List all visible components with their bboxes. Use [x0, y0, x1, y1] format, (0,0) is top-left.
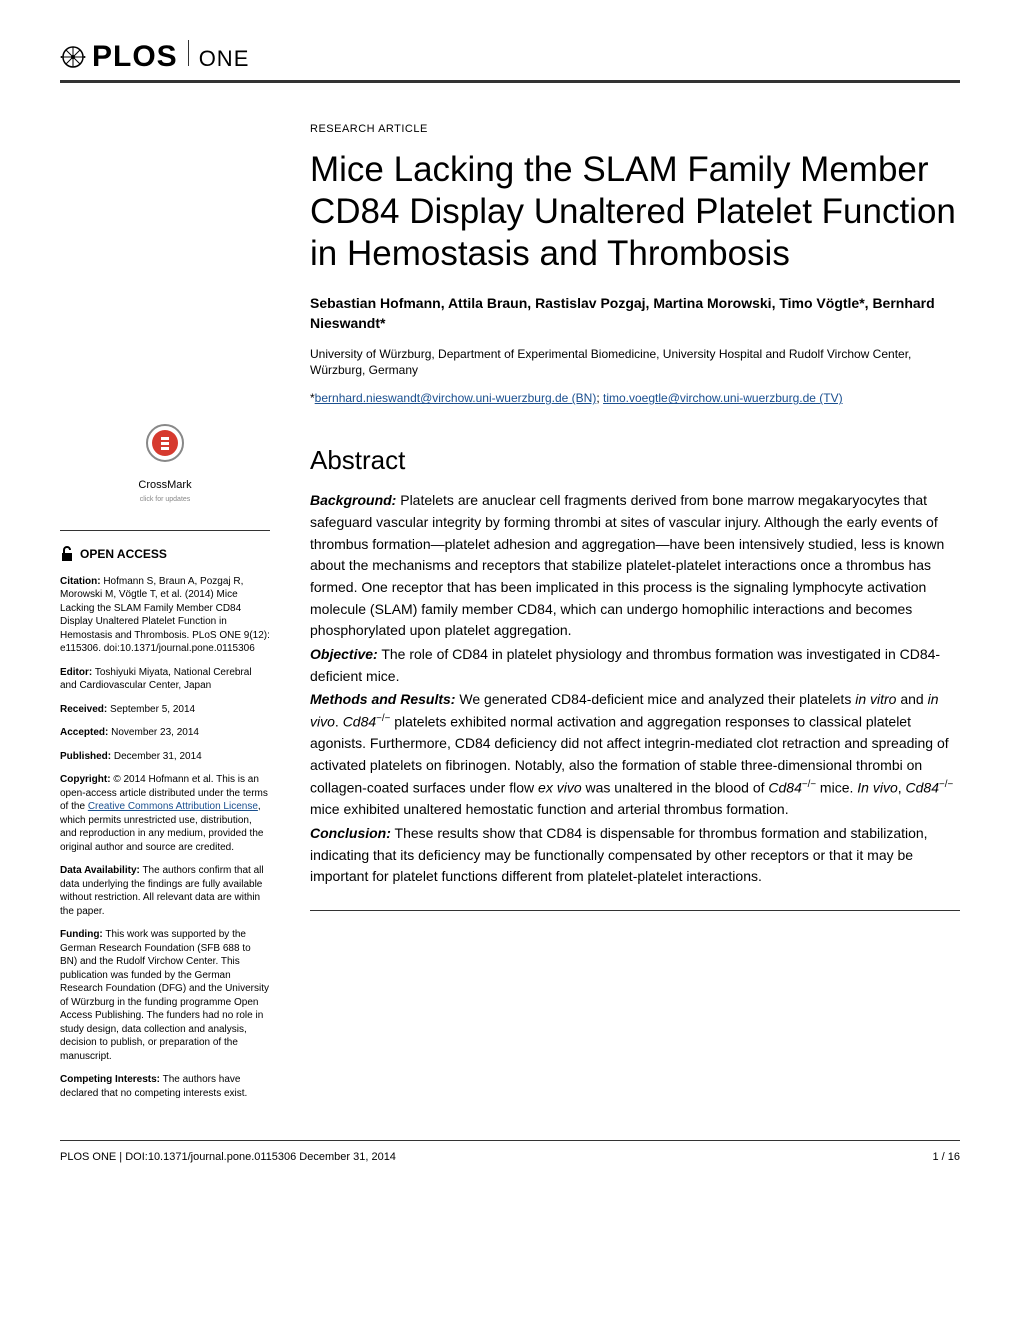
open-access-badge: OPEN ACCESS [60, 545, 270, 563]
funding-block: Funding: This work was supported by the … [60, 928, 270, 1063]
email-link-1[interactable]: bernhard.nieswandt@virchow.uni-wuerzburg… [315, 391, 597, 405]
methods-cd84-1: Cd84 [343, 714, 376, 730]
received-block: Received: September 5, 2014 [60, 703, 270, 717]
data-label: Data Availability: [60, 865, 140, 876]
footer-right: 1 / 16 [932, 1151, 960, 1163]
content-columns: CrossMark click for updates OPEN ACCESS … [60, 123, 960, 1110]
competing-label: Competing Interests: [60, 1074, 160, 1085]
methods-period: . [335, 714, 343, 730]
methods-post3: mice. [816, 779, 857, 795]
email-link-2[interactable]: timo.voegtle@virchow.uni-wuerzburg.de (T… [603, 391, 843, 405]
funding-text: This work was supported by the German Re… [60, 929, 269, 1062]
methods-pre: We generated CD84-deficient mice and ana… [455, 691, 855, 707]
abstract-conclusion: Conclusion: These results show that CD84… [310, 823, 960, 888]
one-word: ONE [199, 46, 250, 72]
crossmark-label: CrossMark [60, 478, 270, 493]
conclusion-label: Conclusion: [310, 825, 391, 841]
main-column: RESEARCH ARTICLE Mice Lacking the SLAM F… [310, 123, 960, 1110]
abstract-body: Background: Platelets are anuclear cell … [310, 490, 960, 888]
crossmark-badge[interactable]: CrossMark click for updates [60, 423, 270, 506]
methods-invitro: in vitro [855, 691, 896, 707]
methods-post5: mice exhibited unaltered hemostatic func… [310, 801, 789, 817]
objective-label: Objective: [310, 646, 378, 662]
article-type: RESEARCH ARTICLE [310, 123, 960, 135]
published-text: December 31, 2014 [111, 751, 202, 762]
background-label: Background: [310, 492, 396, 508]
background-text: Platelets are anuclear cell fragments de… [310, 492, 944, 638]
methods-invivo2: In vivo [857, 779, 897, 795]
journal-logo-text: PLOS ONE [92, 40, 249, 74]
methods-post2: was unaltered in the blood of [582, 779, 769, 795]
sidebar: CrossMark click for updates OPEN ACCESS … [60, 123, 270, 1110]
abstract-end-rule [310, 910, 960, 911]
methods-post4: , [898, 779, 906, 795]
methods-label: Methods and Results: [310, 691, 455, 707]
open-access-label: OPEN ACCESS [80, 546, 167, 562]
editor-label: Editor: [60, 667, 92, 678]
page: PLOS ONE CrossMark click for updates [0, 0, 1020, 1193]
journal-header: PLOS ONE [60, 40, 960, 83]
accepted-block: Accepted: November 23, 2014 [60, 726, 270, 740]
methods-sup-3: −/− [939, 779, 953, 790]
affiliation: University of Würzburg, Department of Ex… [310, 346, 960, 380]
citation-block: Citation: Hofmann S, Braun A, Pozgaj R, … [60, 575, 270, 656]
abstract-methods: Methods and Results: We generated CD84-d… [310, 689, 960, 820]
data-availability-block: Data Availability: The authors confirm t… [60, 864, 270, 918]
competing-interests-block: Competing Interests: The authors have de… [60, 1073, 270, 1100]
abstract-background: Background: Platelets are anuclear cell … [310, 490, 960, 642]
open-access-icon [60, 545, 74, 563]
funding-label: Funding: [60, 929, 103, 940]
footer-left: PLOS ONE | DOI:10.1371/journal.pone.0115… [60, 1151, 396, 1163]
plos-word: PLOS [92, 40, 178, 74]
methods-and: and [896, 691, 927, 707]
received-label: Received: [60, 704, 107, 715]
received-text: September 5, 2014 [107, 704, 195, 715]
abstract-objective: Objective: The role of CD84 in platelet … [310, 644, 960, 687]
abstract-heading: Abstract [310, 445, 960, 476]
page-footer: PLOS ONE | DOI:10.1371/journal.pone.0115… [60, 1140, 960, 1163]
methods-cd84-3: Cd84 [906, 779, 939, 795]
methods-cd84-2: Cd84 [768, 779, 801, 795]
methods-sup-2: −/− [802, 779, 816, 790]
accepted-label: Accepted: [60, 727, 108, 738]
copyright-block: Copyright: © 2014 Hofmann et al. This is… [60, 773, 270, 854]
plos-logo-icon [60, 44, 86, 70]
editor-block: Editor: Toshiyuki Miyata, National Cereb… [60, 666, 270, 693]
crossmark-icon [144, 423, 186, 471]
crossmark-sublabel: click for updates [140, 496, 191, 503]
conclusion-text: These results show that CD84 is dispensa… [310, 825, 928, 884]
sidebar-divider [60, 530, 270, 531]
published-label: Published: [60, 751, 111, 762]
email-separator: ; [596, 391, 603, 405]
logo-divider [188, 40, 189, 66]
article-title: Mice Lacking the SLAM Family Member CD84… [310, 149, 960, 275]
methods-sup-1: −/− [376, 713, 390, 724]
published-block: Published: December 31, 2014 [60, 750, 270, 764]
objective-text: The role of CD84 in platelet physiology … [310, 646, 940, 684]
accepted-text: November 23, 2014 [108, 727, 199, 738]
methods-exvivo: ex vivo [538, 779, 582, 795]
corresponding-authors: *bernhard.nieswandt@virchow.uni-wuerzbur… [310, 391, 960, 405]
citation-label: Citation: [60, 576, 101, 587]
cc-license-link[interactable]: Creative Commons Attribution License [88, 801, 258, 812]
copyright-label: Copyright: [60, 774, 111, 785]
author-list: Sebastian Hofmann, Attila Braun, Rastisl… [310, 293, 960, 334]
citation-text: Hofmann S, Braun A, Pozgaj R, Morowski M… [60, 576, 270, 655]
